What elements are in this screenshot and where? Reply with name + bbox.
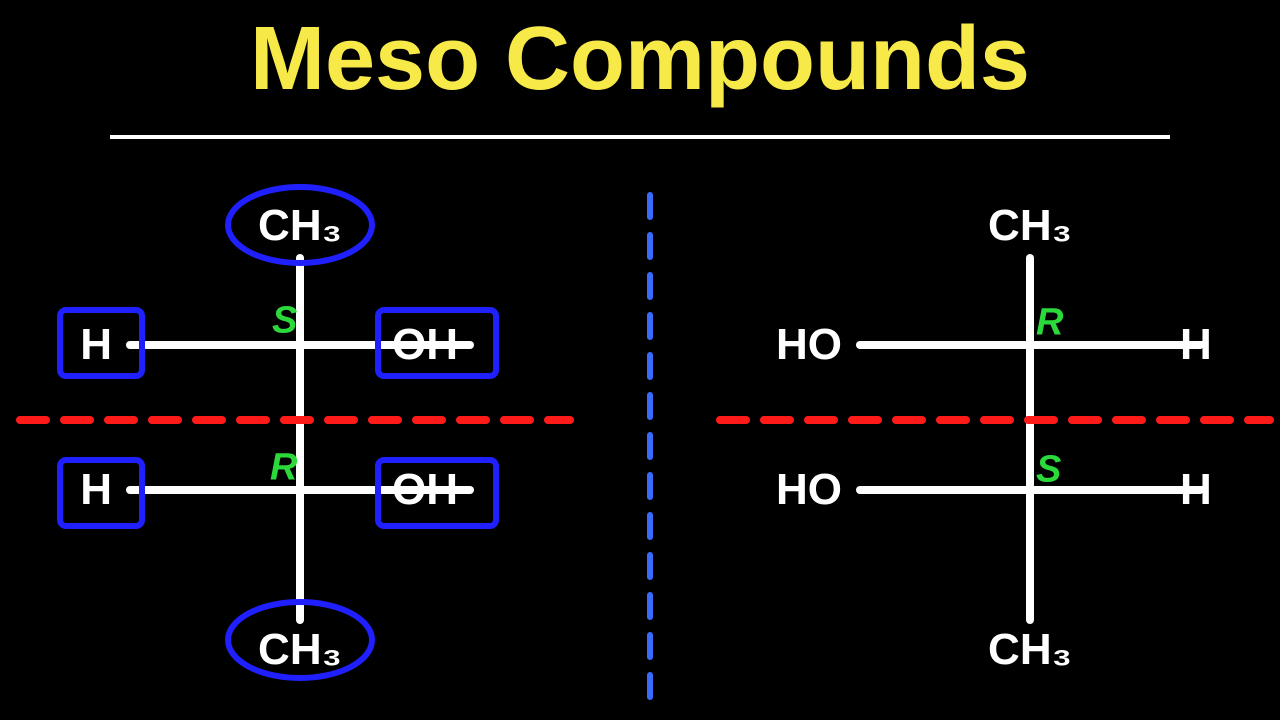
left-row1-right: OH bbox=[392, 320, 458, 370]
left-row2-right: OH bbox=[392, 465, 458, 515]
left-highlights bbox=[60, 187, 496, 678]
right-fischer-bonds bbox=[860, 258, 1200, 620]
left-top-ch3: CH₃ bbox=[258, 201, 342, 251]
right-top-ch3: CH₃ bbox=[988, 201, 1072, 251]
right-row2-left: HO bbox=[776, 465, 842, 515]
right-row1-left: HO bbox=[776, 320, 842, 370]
right-stereo-c2: S bbox=[1036, 449, 1061, 492]
right-row1-right: H bbox=[1180, 320, 1212, 370]
right-stereo-c1: R bbox=[1036, 302, 1063, 345]
left-stereo-c2: R bbox=[270, 447, 297, 490]
right-row2-right: H bbox=[1180, 465, 1212, 515]
left-stereo-c1: S bbox=[272, 300, 297, 343]
left-bottom-ch3: CH₃ bbox=[258, 625, 342, 675]
right-bottom-ch3: CH₃ bbox=[988, 625, 1072, 675]
left-row1-left: H bbox=[80, 320, 112, 370]
diagram-canvas bbox=[0, 0, 1280, 720]
left-row2-left: H bbox=[80, 465, 112, 515]
